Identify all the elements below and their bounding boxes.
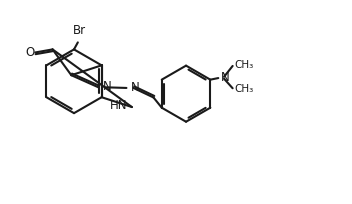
Text: N: N	[103, 80, 112, 93]
Text: O: O	[25, 46, 34, 59]
Text: HN: HN	[109, 99, 127, 112]
Text: Br: Br	[73, 24, 86, 37]
Text: CH₃: CH₃	[235, 60, 254, 70]
Text: CH₃: CH₃	[235, 84, 254, 94]
Text: N: N	[221, 71, 230, 84]
Text: N: N	[131, 81, 140, 94]
